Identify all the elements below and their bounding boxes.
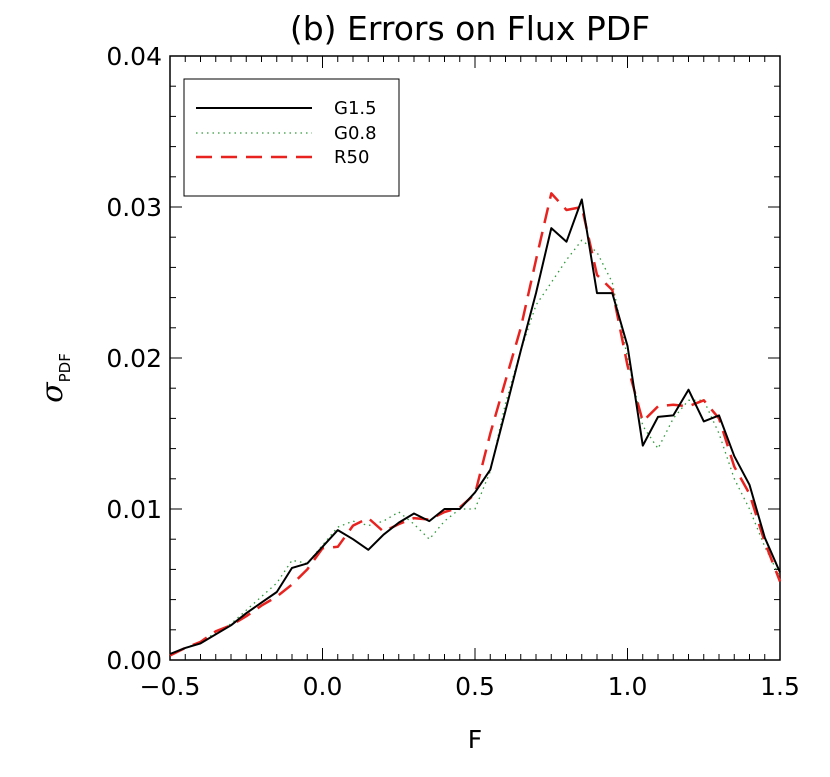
x-tick-label: 1.5 (760, 672, 800, 701)
y-tick-label: 0.04 (106, 42, 162, 71)
y-tick-label: 0.00 (106, 646, 162, 675)
y-axis-label-symbol: σ (35, 381, 70, 403)
y-tick-label: 0.01 (106, 495, 162, 524)
legend-label: G0.8 (334, 123, 377, 144)
series-line-g1-5 (169, 198, 781, 655)
y-axis-label-subscript: PDF (56, 353, 74, 382)
legend-label: G1.5 (334, 98, 377, 119)
y-axis-label: σPDF (35, 353, 74, 403)
x-axis-label: F (468, 725, 482, 754)
x-tick-label: 0.5 (455, 672, 495, 701)
x-tick-label: −0.5 (140, 672, 201, 701)
legend: G1.5 G0.8 R50 (183, 78, 400, 197)
y-tick-label: 0.02 (106, 344, 162, 373)
chart-title: (b) Errors on Flux PDF (290, 9, 650, 48)
legend-label: R50 (334, 147, 369, 168)
data-series (169, 192, 782, 657)
plot-axes: −0.5 0.0 0.5 1.0 1.5 0.00 0.01 0.02 0.03 0.04 (106, 42, 800, 701)
y-tick-label: 0.03 (106, 193, 162, 222)
x-tick-label: 1.0 (608, 672, 648, 701)
series-line-g0-8 (169, 239, 781, 655)
legend-box (183, 78, 400, 197)
x-tick-label: 0.0 (303, 672, 343, 701)
series-line-r50 (169, 192, 782, 657)
